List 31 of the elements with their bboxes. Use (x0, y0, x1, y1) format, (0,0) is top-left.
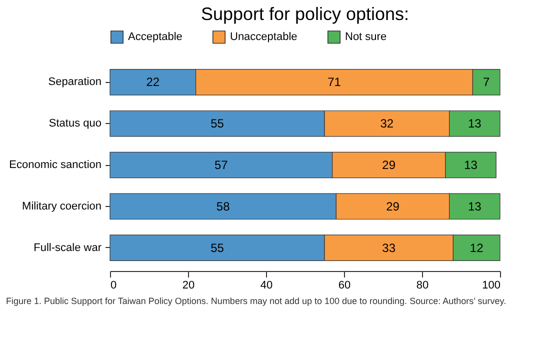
x-tick-label: 20 (182, 280, 195, 292)
y-tick-label: Military coercion (22, 200, 102, 212)
legend-label: Not sure (345, 31, 387, 44)
data-label: 57 (214, 158, 228, 172)
data-label: 32 (380, 116, 394, 131)
data-label: 22 (146, 75, 160, 90)
data-label: 29 (382, 158, 396, 172)
data-label: 7 (483, 75, 490, 90)
x-tick-label: 0 (110, 280, 117, 292)
y-tick-label: Full-scale war (34, 242, 102, 254)
caption: Figure 1. Public Support for Taiwan Policy Options. Numbers may not add up to 100 due to rounding. Source: Authors’ survey. (6, 296, 508, 306)
data-label: 71 (328, 75, 342, 90)
data-label: 33 (382, 240, 396, 255)
data-label: 55 (210, 116, 224, 131)
data-label: 58 (216, 199, 230, 214)
x-tick-label: 80 (416, 280, 429, 292)
y-tick-label: Status quo (48, 118, 102, 130)
data-label: 55 (210, 240, 224, 255)
chart-title: Support for policy options: (200, 4, 410, 24)
data-label: 13 (464, 158, 478, 172)
x-tick-label: 40 (260, 280, 273, 292)
x-tick-label: 100 (482, 280, 500, 292)
data-label: 12 (470, 240, 484, 255)
data-label: 13 (468, 116, 482, 131)
y-tick-label: Economic sanction (9, 159, 102, 171)
legend-label: Unacceptable (230, 31, 298, 44)
data-label: 13 (468, 199, 482, 214)
data-label: 29 (386, 199, 400, 214)
y-tick-label: Separation (48, 76, 102, 88)
legend-label: Acceptable (128, 31, 182, 44)
x-tick-label: 60 (338, 280, 351, 292)
